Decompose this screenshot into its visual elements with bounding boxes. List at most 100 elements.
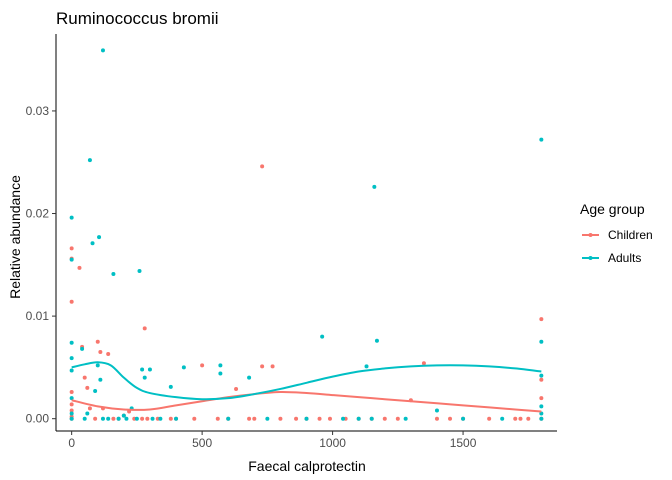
data-point-adults [87, 158, 92, 163]
legend-label-children: Children [608, 228, 653, 242]
data-point-children [448, 416, 453, 421]
data-point-adults [247, 375, 252, 380]
data-point-children [69, 299, 74, 304]
data-point-adults [140, 367, 145, 372]
data-point-adults [69, 416, 74, 421]
data-point-children [98, 350, 103, 355]
legend-key-point-adults [588, 256, 593, 260]
x-axis: 0 500 1000 1500 [56, 430, 557, 450]
data-point-adults [356, 416, 361, 421]
data-point-children [317, 416, 322, 421]
data-point-children [82, 375, 87, 380]
y-tick-label: 0.02 [26, 207, 50, 221]
data-point-adults [539, 404, 544, 409]
data-point-children [77, 265, 82, 270]
data-point-adults [434, 408, 439, 413]
data-point-children [327, 416, 332, 421]
data-point-adults [69, 215, 74, 220]
data-point-children [518, 416, 523, 421]
data-point-children [85, 385, 90, 390]
plot-panel [69, 48, 544, 421]
data-point-adults [85, 411, 90, 416]
data-point-children [93, 416, 98, 421]
x-tick-label: 500 [192, 436, 212, 450]
data-point-adults [121, 413, 126, 418]
legend-items: Children Adults [582, 228, 653, 265]
data-point-children [260, 164, 265, 169]
y-axis-title: Relative abundance [7, 175, 23, 299]
data-point-children [200, 363, 205, 368]
data-point-adults [150, 416, 155, 421]
y-tick-label: 0.00 [26, 412, 50, 426]
data-point-adults [124, 416, 129, 421]
x-tick-label: 0 [68, 436, 75, 450]
data-point-adults [69, 356, 74, 361]
y-tick-label: 0.01 [26, 309, 50, 323]
data-point-adults [69, 257, 74, 262]
y-axis: 0.00 0.01 0.02 0.03 [26, 34, 57, 431]
smooth-line-adults [71, 361, 542, 401]
data-point-adults [158, 416, 163, 421]
data-point-adults [539, 411, 544, 416]
data-point-children [95, 339, 100, 344]
y-tick-label: 0.03 [26, 104, 50, 118]
data-point-children [140, 416, 145, 421]
legend-key-point-children [588, 233, 593, 237]
data-point-adults [98, 377, 103, 382]
x-axis-title: Faecal calprotectin [248, 458, 366, 474]
data-point-adults [137, 268, 142, 273]
data-point-adults [320, 334, 325, 339]
data-point-adults [69, 368, 74, 373]
data-point-adults [341, 416, 346, 421]
data-point-adults [100, 48, 105, 53]
data-point-adults [372, 184, 377, 189]
data-point-adults [539, 137, 544, 142]
data-point-children [513, 416, 518, 421]
data-point-children [260, 364, 265, 369]
data-point-adults [134, 416, 139, 421]
data-point-children [215, 416, 220, 421]
data-point-children [192, 416, 197, 421]
data-point-children [142, 326, 147, 331]
data-point-children [539, 377, 544, 382]
data-point-adults [539, 339, 544, 344]
data-point-children [111, 416, 116, 421]
data-point-adults [374, 338, 379, 343]
data-point-adults [369, 416, 374, 421]
x-tick-label: 1500 [450, 436, 477, 450]
data-point-adults [364, 364, 369, 369]
data-point-adults [69, 411, 74, 416]
data-point-adults [168, 384, 173, 389]
data-point-children [69, 408, 74, 413]
data-point-children [294, 416, 299, 421]
legend: Age group Children Adults [580, 201, 653, 265]
legend-label-adults: Adults [608, 251, 641, 265]
data-point-children [539, 396, 544, 401]
data-point-children [234, 386, 239, 391]
data-point-children [69, 246, 74, 251]
data-point-adults [218, 371, 223, 376]
data-point-adults [82, 416, 87, 421]
data-point-children [247, 416, 252, 421]
data-point-children [168, 416, 173, 421]
data-point-adults [304, 416, 309, 421]
data-point-adults [80, 346, 85, 351]
data-point-children [278, 416, 283, 421]
data-point-children [434, 416, 439, 421]
data-point-adults [106, 416, 111, 421]
data-point-children [69, 390, 74, 395]
x-tick-label: 1000 [319, 436, 346, 450]
legend-title: Age group [580, 201, 645, 217]
data-point-adults [147, 367, 152, 372]
data-point-adults [226, 416, 231, 421]
data-point-adults [218, 363, 223, 368]
smooth-line-children [71, 390, 542, 413]
data-point-children [421, 361, 426, 366]
data-point-adults [93, 388, 98, 393]
data-point-children [487, 416, 492, 421]
data-point-adults [90, 241, 95, 246]
data-point-children [69, 402, 74, 407]
data-point-adults [97, 235, 102, 240]
data-point-children [252, 416, 257, 421]
